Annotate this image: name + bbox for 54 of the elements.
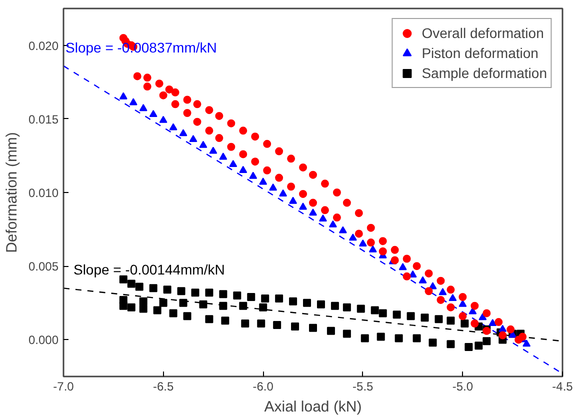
point — [159, 116, 168, 123]
point — [468, 307, 477, 314]
point — [289, 196, 298, 204]
x-axis-title: Axial load (kN) — [264, 398, 362, 416]
annotation: Slope = -0.00837mm/kN — [65, 39, 217, 56]
point — [438, 288, 447, 296]
point — [189, 134, 198, 142]
x-tick-label: -7.0 — [53, 380, 74, 394]
point — [328, 220, 337, 228]
point — [398, 263, 407, 270]
point — [239, 166, 248, 173]
point — [209, 146, 218, 154]
point — [522, 340, 531, 347]
point — [179, 129, 188, 136]
point — [318, 214, 327, 222]
y-tick-label: 0.005 — [28, 260, 59, 274]
x-tick-label: -6.5 — [152, 380, 174, 394]
point — [458, 300, 467, 307]
y-axis-title: Deformation (mm) — [3, 132, 20, 253]
point — [418, 276, 427, 284]
x-tick-label: -5.5 — [352, 380, 374, 394]
y-tick-label: 0.020 — [28, 38, 59, 53]
y-tick-label: 0.010 — [28, 186, 59, 200]
x-tick-label: -6.0 — [252, 380, 274, 394]
annotation: Slope = -0.00144mm/kN — [73, 262, 225, 278]
point — [478, 313, 487, 320]
point — [448, 294, 457, 302]
y-tick-label: 0.015 — [28, 112, 59, 126]
point — [169, 123, 178, 130]
point — [269, 184, 278, 191]
point — [488, 318, 497, 326]
point — [129, 98, 138, 106]
point — [279, 189, 288, 196]
point — [139, 104, 148, 112]
point — [199, 140, 208, 148]
point — [498, 324, 507, 332]
point — [249, 172, 258, 179]
point — [299, 202, 308, 210]
point — [348, 234, 357, 241]
point — [338, 226, 347, 234]
x-tick-label: -5.0 — [452, 380, 474, 394]
point — [259, 178, 268, 185]
y-tick-label: 0.000 — [28, 333, 59, 348]
legend-label: Piston deformation — [422, 45, 538, 61]
point — [149, 110, 158, 118]
point — [358, 239, 367, 247]
point — [219, 152, 228, 160]
x-tick-label: -4.5 — [552, 380, 574, 394]
point — [309, 208, 317, 216]
point — [229, 160, 238, 168]
legend-label: Sample deformation — [422, 65, 547, 81]
legend-label: Overall deformation — [422, 25, 544, 41]
point — [119, 92, 128, 100]
point — [368, 245, 377, 252]
